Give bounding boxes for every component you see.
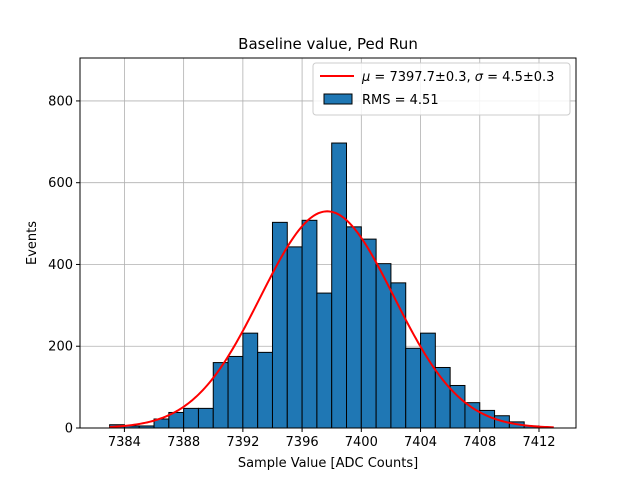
legend-hist-label: RMS = 4.51 [362, 93, 439, 108]
histogram-bar [197, 407, 214, 429]
grid-lines [80, 58, 576, 429]
histogram-bar [420, 332, 436, 429]
legend: μ = 7397.7±0.3, σ = 4.5±0.3 RMS = 4.51 [312, 62, 571, 116]
legend-fit-label: μ = 7397.7±0.3, σ = 4.5±0.3 [361, 70, 554, 85]
histogram-bar [271, 221, 288, 429]
y-tick-label: 0 [65, 422, 73, 437]
histogram-bar [346, 226, 362, 429]
histogram-bar [242, 332, 259, 429]
histogram-bar [257, 351, 273, 429]
y-tick-label: 800 [48, 94, 73, 109]
histogram-bar [286, 246, 303, 429]
legend-sigma-value: = 4.5±0.3 [483, 70, 554, 85]
histogram-bars [109, 142, 540, 429]
x-axis-ticks: 7384 7388 7392 7396 7400 7404 7408 7412 [108, 428, 556, 450]
histogram-bar [316, 292, 333, 429]
y-tick-label: 200 [48, 340, 73, 355]
histogram-bar [434, 366, 451, 429]
x-tick-label: 7392 [226, 435, 259, 450]
histogram-bar [331, 142, 348, 429]
y-axis-ticks: 0 200 400 600 800 [48, 94, 80, 437]
histogram-bar [301, 219, 318, 429]
legend-box [312, 62, 571, 116]
x-tick-label: 7400 [345, 435, 378, 450]
y-tick-label: 400 [48, 258, 73, 273]
histogram-bar [405, 347, 422, 429]
x-tick-label: 7388 [167, 435, 200, 450]
legend-sigma-symbol: σ [475, 70, 484, 85]
y-axis-label: Events [25, 221, 40, 265]
histogram-bar [464, 402, 481, 429]
histogram-bar [183, 407, 199, 429]
x-tick-label: 7384 [108, 435, 141, 450]
x-tick-label: 7404 [404, 435, 437, 450]
chart-title: Baseline value, Ped Run [238, 35, 418, 53]
axes-frame [79, 57, 577, 429]
fit-curve-layer [109, 210, 554, 429]
x-tick-label: 7408 [463, 435, 496, 450]
legend-hist-swatch [323, 93, 353, 105]
gaussian-fit-curve [109, 210, 554, 429]
histogram-bar [227, 355, 244, 429]
legend-mu-symbol: μ [361, 70, 370, 85]
x-tick-label: 7396 [286, 435, 319, 450]
histogram-bar [360, 238, 377, 429]
legend-mu-value: = 7397.7±0.3, [370, 70, 474, 85]
x-tick-label: 7412 [522, 435, 555, 450]
x-axis-label: Sample Value [ADC Counts] [238, 456, 418, 471]
histogram-bar [212, 362, 229, 429]
y-tick-label: 600 [48, 176, 73, 191]
